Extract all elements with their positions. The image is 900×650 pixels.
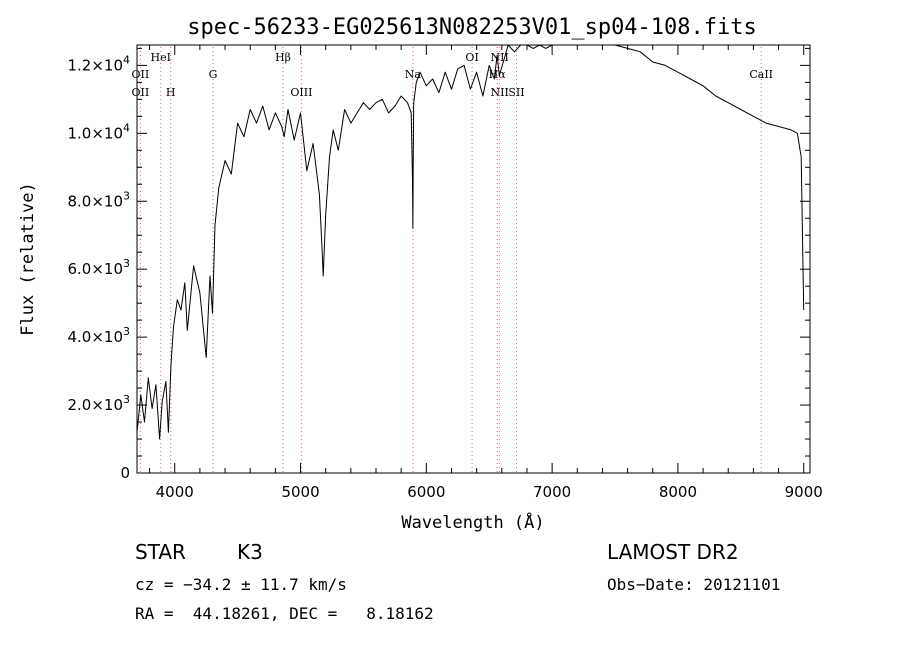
line-label: OIII (290, 86, 312, 99)
y-axis: 0 2.0×103 4.0×103 6.0×103 8.0×103 1.0×104 1.2×… (67, 47, 810, 482)
line-label: H (166, 86, 176, 99)
x-tick-label: 6000 (407, 483, 445, 501)
chart-title: spec-56233-EG025613N082253V01_sp04-108.f… (187, 15, 757, 40)
plot-frame (136, 44, 811, 474)
y-tick-label: 1.0×104 (67, 121, 130, 142)
x-tick-label: 9000 (785, 483, 823, 501)
obs-date-text: Obs−Date: 20121101 (607, 575, 780, 594)
x-tick-label: 5000 (281, 483, 319, 501)
x-tick-label: 7000 (533, 483, 571, 501)
y-tick-label: 8.0×103 (67, 189, 130, 210)
object-subclass: K3 (237, 540, 263, 564)
series-layer (136, 44, 805, 440)
line-label: HeI (151, 51, 171, 64)
x-axis-label: Wavelength (Å) (401, 511, 544, 533)
line-label: OII (132, 68, 150, 81)
y-tick-label: 2.0×103 (67, 393, 130, 414)
line-label: SII (508, 86, 524, 99)
x-tick-label: 4000 (156, 483, 194, 501)
y-tick-label: 1.2×104 (67, 53, 130, 74)
survey-name: LAMOST DR2 (607, 540, 739, 564)
line-label: G (209, 68, 218, 81)
info-panel: STAR K3 LAMOST DR2 cz = −34.2 ± 11.7 km/… (135, 540, 780, 623)
spectral-line-markers (139, 47, 762, 473)
object-class: STAR (135, 540, 186, 564)
y-tick-label: 0 (120, 464, 130, 482)
line-label: Hβ (275, 51, 291, 64)
x-axis: 4000 5000 6000 7000 8000 9000 (149, 45, 823, 501)
line-label: OI (465, 51, 478, 64)
line-label: NII (491, 86, 509, 99)
redshift-text: cz = −34.2 ± 11.7 km/s (135, 575, 347, 594)
coordinates-text: RA = 44.18261, DEC = 8.18162 (135, 604, 434, 623)
line-label: Na (405, 68, 422, 81)
y-tick-label: 4.0×103 (67, 325, 130, 346)
line-label: OII (132, 86, 150, 99)
y-tick-label: 6.0×103 (67, 257, 130, 278)
line-label: Hα (489, 68, 507, 81)
x-tick-label: 8000 (659, 483, 697, 501)
y-axis-label: Flux (relative) (18, 182, 38, 336)
line-label: CaII (749, 68, 773, 81)
spectrum-series-line (136, 44, 805, 440)
line-label: NII (491, 51, 509, 64)
